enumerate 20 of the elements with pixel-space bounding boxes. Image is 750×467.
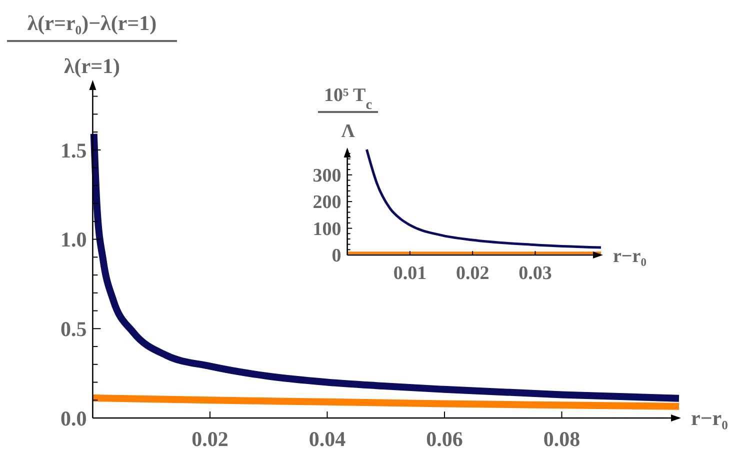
x-axis-title: r−r₀: [691, 406, 728, 430]
x-axis-title: r−r₀: [613, 246, 647, 267]
x-tick-label: 0.02: [192, 427, 228, 451]
line-series: [365, 148, 602, 249]
x-tick-label: 0.03: [518, 263, 552, 284]
y-tick-label: 300: [312, 166, 342, 187]
x-tick-label: 0.08: [543, 427, 580, 451]
x-tick-label: 0.06: [426, 427, 463, 451]
y-tick-label: 0.0: [60, 406, 87, 430]
y-tick-label: 0: [332, 246, 342, 267]
y-axis-title: 10⁵ T$_{c}$ Λ: [324, 85, 372, 142]
x-tick-label: 0.01: [393, 263, 427, 284]
x-tick-label: 0.04: [308, 427, 346, 451]
y-tick-label: 1.5: [60, 138, 87, 162]
y-axis-title: λ(r=r₀)−λ(r=1) λ(r=1): [27, 11, 157, 78]
y-tick-label: 1.0: [60, 228, 87, 252]
x-tick-label: 0.02: [456, 263, 490, 284]
y-tick-label: 200: [312, 192, 342, 214]
y-tick-label: 0.5: [60, 316, 87, 341]
y-tick-label: 100: [312, 218, 342, 240]
